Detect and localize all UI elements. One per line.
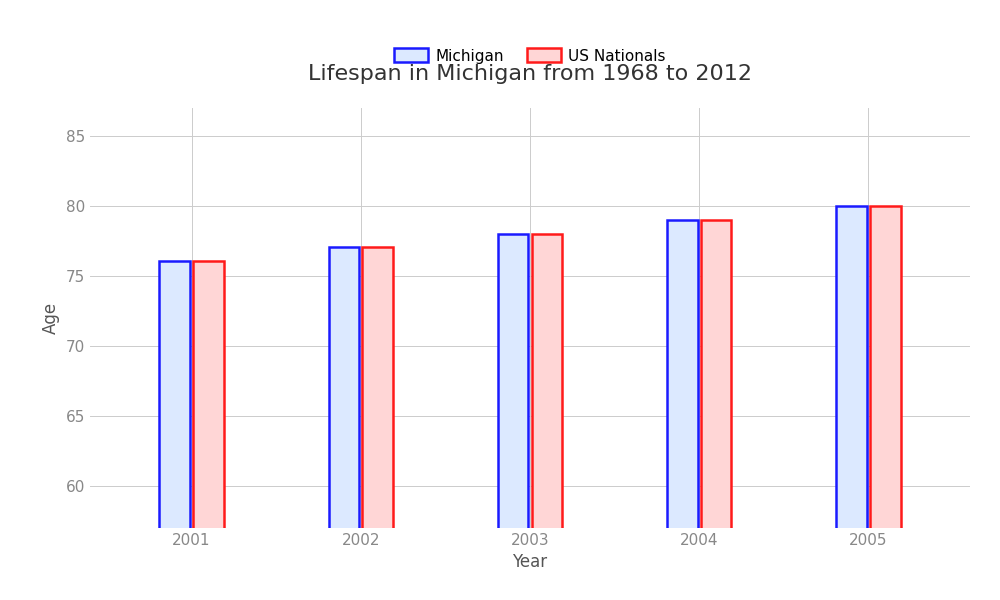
Bar xyxy=(836,206,867,600)
Bar xyxy=(193,260,224,600)
Legend: Michigan, US Nationals: Michigan, US Nationals xyxy=(394,49,666,64)
Bar xyxy=(498,234,528,600)
Bar xyxy=(701,220,731,600)
X-axis label: Year: Year xyxy=(512,553,548,571)
Bar xyxy=(870,206,901,600)
Bar xyxy=(667,220,698,600)
Bar xyxy=(362,247,393,600)
Bar xyxy=(532,234,562,600)
Bar xyxy=(329,247,359,600)
Y-axis label: Age: Age xyxy=(42,302,60,334)
Bar xyxy=(159,260,190,600)
Title: Lifespan in Michigan from 1968 to 2012: Lifespan in Michigan from 1968 to 2012 xyxy=(308,64,752,84)
